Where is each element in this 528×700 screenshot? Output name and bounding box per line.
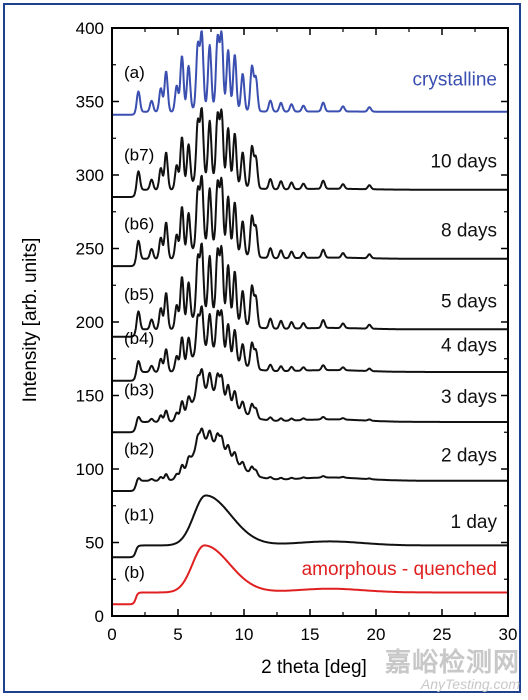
series-tag: (b7) (124, 145, 154, 164)
series-tag: (b2) (124, 439, 154, 458)
x-tick-label: 10 (235, 625, 254, 644)
series-line (111, 544, 509, 606)
y-tick-label: 400 (76, 19, 104, 38)
series-label: 2 days (441, 446, 497, 467)
series-layer (111, 30, 509, 606)
y-tick-label: 250 (76, 240, 104, 259)
series-label: amorphous - quenched (302, 559, 497, 580)
series-tag: (b1) (124, 505, 154, 524)
watermark: 嘉峪检测网 AnyTesting.com (385, 648, 520, 692)
series-label: 4 days (441, 335, 497, 356)
series-label: 1 day (451, 512, 498, 533)
series-line (111, 107, 509, 198)
watermark-en: AnyTesting.com (420, 676, 520, 692)
y-tick-label: 50 (85, 534, 104, 553)
series-label: 5 days (441, 291, 497, 312)
y-tick-label: 100 (76, 460, 104, 479)
label-layer: amorphous - quenched (b) 1 day (b1) 2 days (b… (124, 63, 497, 582)
series-label: 3 days (441, 387, 497, 408)
x-tick-label: 30 (499, 625, 518, 644)
y-tick-label: 200 (76, 313, 104, 332)
series-line (111, 305, 509, 382)
series-line (111, 368, 509, 434)
series-line (111, 494, 509, 559)
x-tick-label: 5 (173, 625, 182, 644)
series-label: crystalline (413, 69, 497, 90)
series-line (111, 427, 509, 492)
y-axis-label: Intensity [arb. units] (20, 238, 41, 403)
watermark-cn: 嘉峪检测网 (384, 647, 520, 677)
series-line (111, 174, 509, 268)
x-tick-label: 0 (107, 625, 116, 644)
x-tick-label: 15 (301, 625, 320, 644)
y-tick-label: 150 (76, 387, 104, 406)
x-tick-label: 25 (433, 625, 452, 644)
series-tag: (b3) (124, 381, 154, 400)
series-label: 8 days (441, 221, 497, 242)
series-tag: (b) (124, 563, 145, 582)
series-tag: (a) (124, 63, 145, 82)
series-line (111, 30, 509, 116)
plot-area (111, 27, 509, 617)
y-tick-label: 0 (95, 607, 104, 626)
figure-frame (3, 3, 521, 693)
series-line (111, 242, 509, 338)
series-tag: (b5) (124, 285, 154, 304)
x-axis-label: 2 theta [deg] (261, 657, 367, 678)
y-tick-label: 300 (76, 166, 104, 185)
series-tag: (b4) (124, 329, 154, 348)
series-label: 10 days (430, 152, 497, 173)
x-tick-label: 20 (367, 625, 386, 644)
y-tick-label: 350 (76, 93, 104, 112)
series-tag: (b6) (124, 214, 154, 233)
